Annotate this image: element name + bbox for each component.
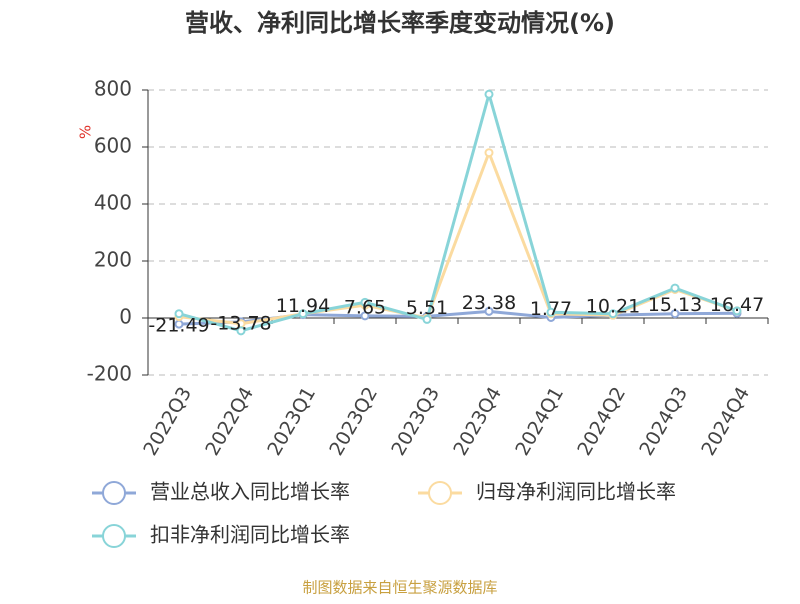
chart-title: 营收、净利同比增长率季度变动情况(%) — [185, 9, 615, 37]
x-tick-label: 2024Q2 — [573, 383, 630, 459]
data-point — [360, 297, 370, 307]
legend-label: 归母净利润同比增长率 — [476, 480, 676, 504]
data-label: 23.38 — [462, 292, 516, 314]
data-label: 11.94 — [276, 295, 330, 317]
data-point — [484, 306, 494, 316]
data-label: 5.51 — [406, 297, 448, 319]
data-point — [670, 309, 680, 319]
data-point — [422, 314, 432, 324]
data-label: -21.49 — [148, 315, 209, 337]
data-point — [236, 326, 246, 336]
x-tick-label: 2023Q4 — [449, 383, 506, 459]
data-label: 16.47 — [710, 294, 764, 316]
y-axis-label: % — [77, 125, 95, 139]
x-tick-label: 2023Q2 — [325, 383, 382, 459]
data-label: 15.13 — [648, 294, 702, 316]
y-tick-label: 600 — [94, 134, 132, 158]
x-tick-label: 2023Q1 — [263, 383, 320, 459]
legend-marker — [102, 524, 126, 548]
data-point — [484, 148, 494, 158]
x-tick-label: 2022Q4 — [201, 383, 258, 459]
data-label: 7.65 — [344, 296, 386, 318]
y-tick-label: 0 — [119, 305, 132, 329]
y-tick-label: 800 — [94, 77, 132, 101]
data-point — [360, 311, 370, 321]
y-tick-label: 200 — [94, 248, 132, 272]
y-tick-label: -200 — [87, 362, 132, 386]
legend-marker — [428, 481, 452, 505]
x-tick-label: 2024Q3 — [635, 383, 692, 459]
x-tick-label: 2022Q3 — [139, 383, 196, 459]
x-tick-label: 2024Q4 — [697, 383, 754, 459]
y-tick-label: 400 — [94, 191, 132, 215]
data-point — [484, 89, 494, 99]
data-point — [546, 307, 556, 317]
data-label: 1.77 — [530, 298, 572, 320]
legend-label: 营业总收入同比增长率 — [150, 480, 350, 504]
data-point — [298, 309, 308, 319]
x-tick-label: 2023Q3 — [387, 383, 444, 459]
legend-label: 扣非净利润同比增长率 — [150, 523, 350, 547]
data-point — [670, 283, 680, 293]
data-point — [174, 309, 184, 319]
legend-marker — [102, 481, 126, 505]
data-label: -13.78 — [210, 312, 271, 334]
source-note: 制图数据来自恒生聚源数据库 — [302, 579, 497, 597]
x-tick-label: 2024Q1 — [511, 383, 568, 459]
data-point — [608, 309, 618, 319]
series-line — [178, 88, 738, 333]
data-point — [732, 306, 742, 316]
data-label: 10.21 — [586, 296, 640, 318]
